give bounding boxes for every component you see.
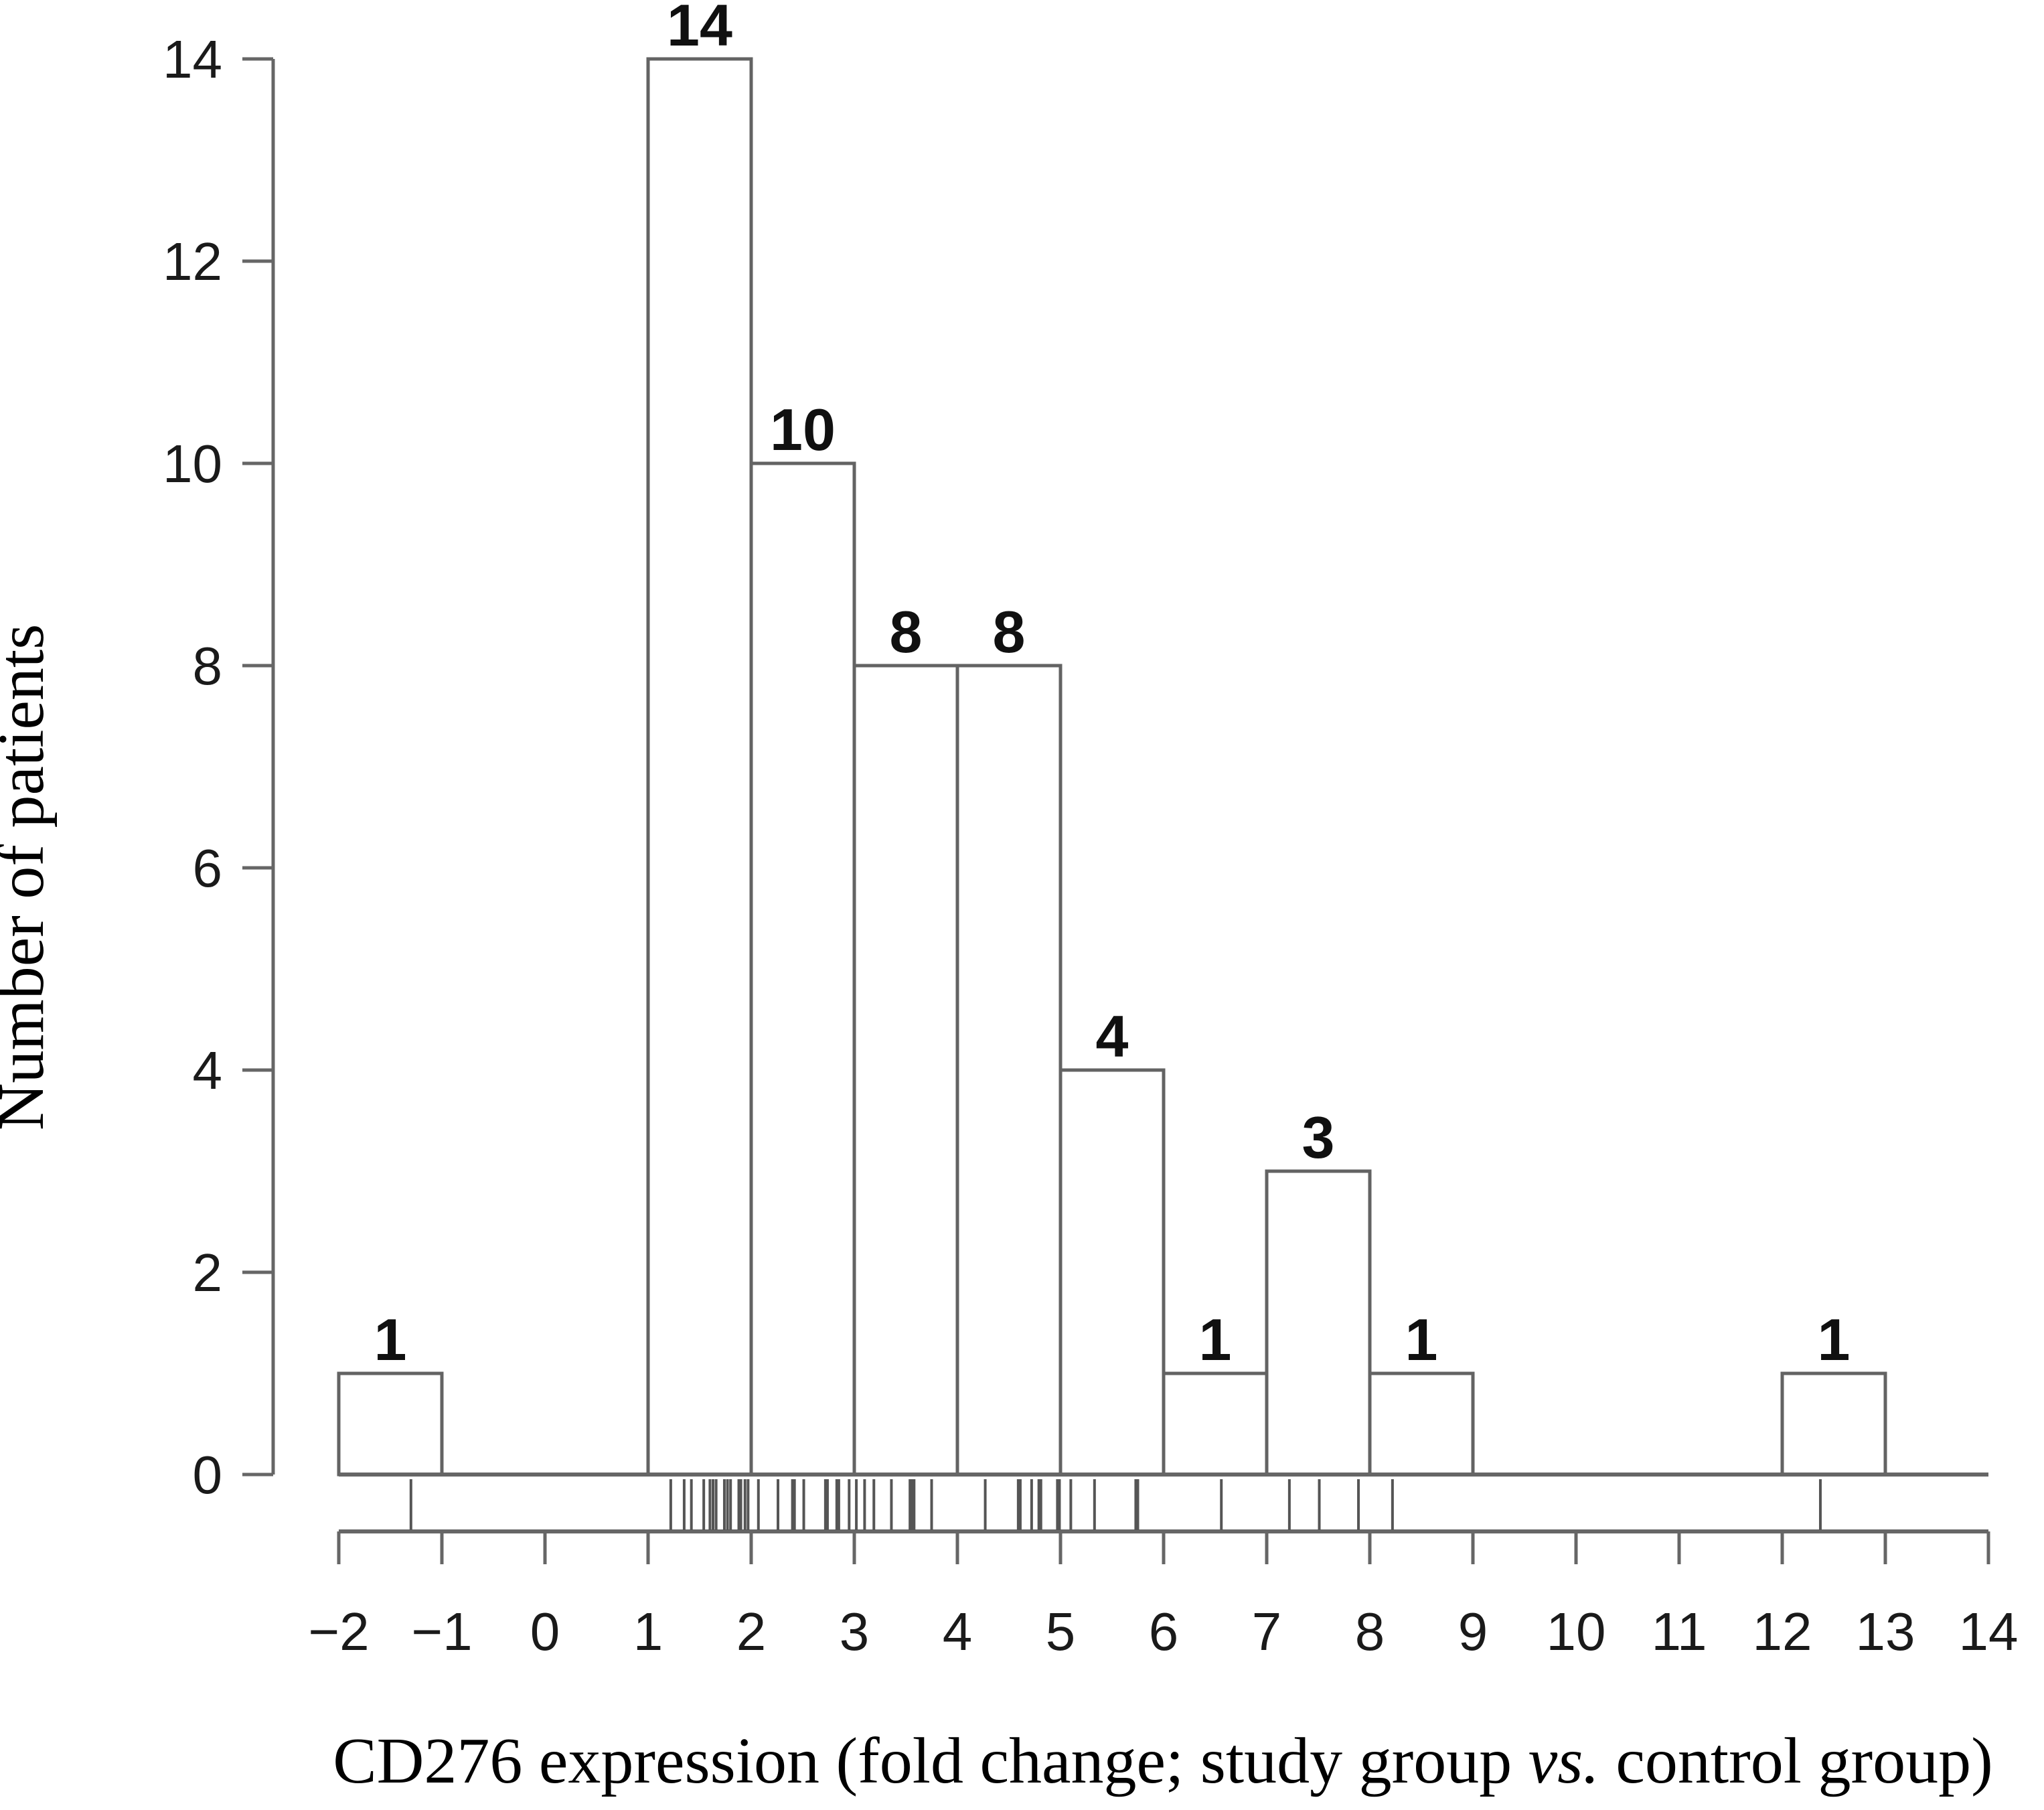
x-tick-label: 0 bbox=[530, 1602, 560, 1661]
x-tick-label: 6 bbox=[1149, 1602, 1179, 1661]
x-tick-label: 13 bbox=[1856, 1602, 1915, 1661]
y-tick-label: 4 bbox=[193, 1041, 223, 1100]
x-tick-label: 5 bbox=[1046, 1602, 1076, 1661]
histogram-bar bbox=[749, 461, 856, 1477]
rug-plot bbox=[409, 1479, 1822, 1530]
x-axis-title-part: control group) bbox=[1599, 1725, 1993, 1797]
y-tick-label: 0 bbox=[193, 1445, 223, 1505]
y-tick-label: 2 bbox=[193, 1243, 223, 1302]
x-tick-label: −1 bbox=[411, 1602, 472, 1661]
y-tick-label: 12 bbox=[163, 232, 222, 291]
histogram-bar bbox=[337, 1371, 444, 1477]
histogram-bar bbox=[1162, 1371, 1269, 1477]
histogram-bar bbox=[852, 664, 959, 1477]
x-tick-label: −2 bbox=[308, 1602, 369, 1661]
x-tick-label: 10 bbox=[1547, 1602, 1606, 1661]
x-tick-label: 8 bbox=[1355, 1602, 1385, 1661]
histogram-bar bbox=[1265, 1169, 1372, 1477]
bar-count-label: 1 bbox=[1405, 1306, 1438, 1373]
y-axis-title: Number of patients bbox=[0, 624, 58, 1131]
bar-count-label: 14 bbox=[667, 0, 732, 58]
x-tick-label: 4 bbox=[943, 1602, 973, 1661]
y-tick-label: 6 bbox=[193, 838, 223, 898]
y-tick-label: 10 bbox=[163, 434, 222, 494]
histogram-bar bbox=[955, 664, 1063, 1477]
x-tick-label: 9 bbox=[1458, 1602, 1488, 1661]
histogram-bar bbox=[1368, 1371, 1475, 1477]
x-tick-label: 2 bbox=[736, 1602, 767, 1661]
bar-count-label: 10 bbox=[770, 396, 836, 463]
x-tick-label: 11 bbox=[1651, 1602, 1707, 1661]
x-axis-title: CD276 expression (fold change; study gro… bbox=[333, 1725, 1993, 1797]
x-axis-title-part: CD276 expression (fold change; study gro… bbox=[333, 1725, 1528, 1797]
x-tick-label: 3 bbox=[840, 1602, 870, 1661]
bars-layer: 1 14 10 8 8 4 1 3 1 1 bbox=[337, 0, 1887, 1477]
y-tick-label: 14 bbox=[163, 29, 222, 89]
bar-count-label: 8 bbox=[890, 599, 923, 665]
bar-count-label: 1 bbox=[1199, 1306, 1232, 1373]
bar-count-label: 8 bbox=[993, 599, 1026, 665]
x-tick-label: 7 bbox=[1252, 1602, 1282, 1661]
bar-count-label: 1 bbox=[1818, 1306, 1851, 1373]
histogram-bar bbox=[646, 57, 753, 1477]
bar-count-label: 4 bbox=[1096, 1003, 1129, 1069]
y-tick-label: 8 bbox=[193, 636, 223, 696]
x-tick-label: 14 bbox=[1959, 1602, 2019, 1661]
histogram-bar bbox=[1058, 1068, 1166, 1477]
x-tick-label: 12 bbox=[1753, 1602, 1812, 1661]
bar-count-label: 1 bbox=[374, 1306, 407, 1373]
x-axis-title-italic-part: vs. bbox=[1528, 1725, 1599, 1797]
x-tick-label: 1 bbox=[633, 1602, 663, 1661]
bar-count-label: 3 bbox=[1302, 1104, 1335, 1171]
histogram-bar bbox=[1780, 1371, 1887, 1477]
